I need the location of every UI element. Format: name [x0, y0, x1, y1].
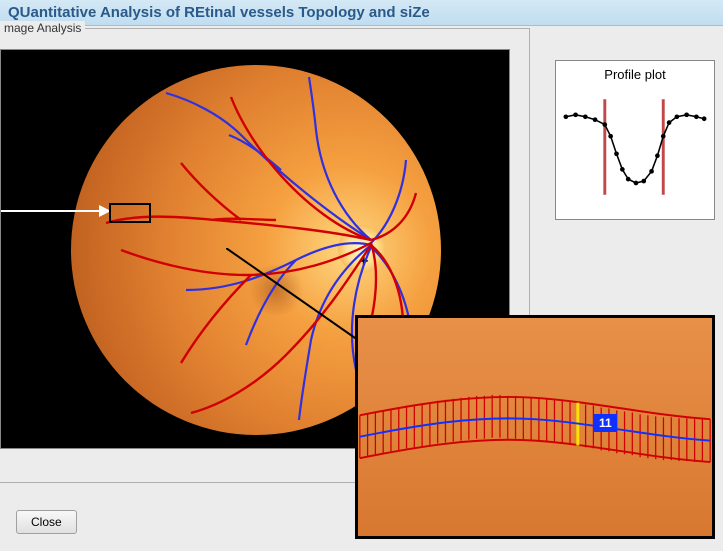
vessel-zoom-inset: 11: [355, 315, 715, 539]
measurement-value: 11: [599, 416, 612, 430]
app-title: QUantitative Analysis of REtinal vessels…: [8, 4, 430, 21]
image-analysis-label: mage Analysis: [0, 21, 85, 35]
profile-plot-title: Profile plot: [556, 61, 714, 82]
measurement-badge: 11: [594, 414, 617, 432]
profile-plot-chart: [560, 86, 710, 206]
vessel-zoom-svg: [358, 318, 712, 536]
close-button-label: Close: [31, 515, 62, 529]
profile-plot-panel: Profile plot: [555, 60, 715, 220]
selection-arrow-icon: [1, 210, 109, 212]
close-button[interactable]: Close: [16, 510, 77, 534]
app-title-bar: QUantitative Analysis of REtinal vessels…: [0, 0, 723, 26]
vessel-selection-box[interactable]: [109, 203, 151, 223]
